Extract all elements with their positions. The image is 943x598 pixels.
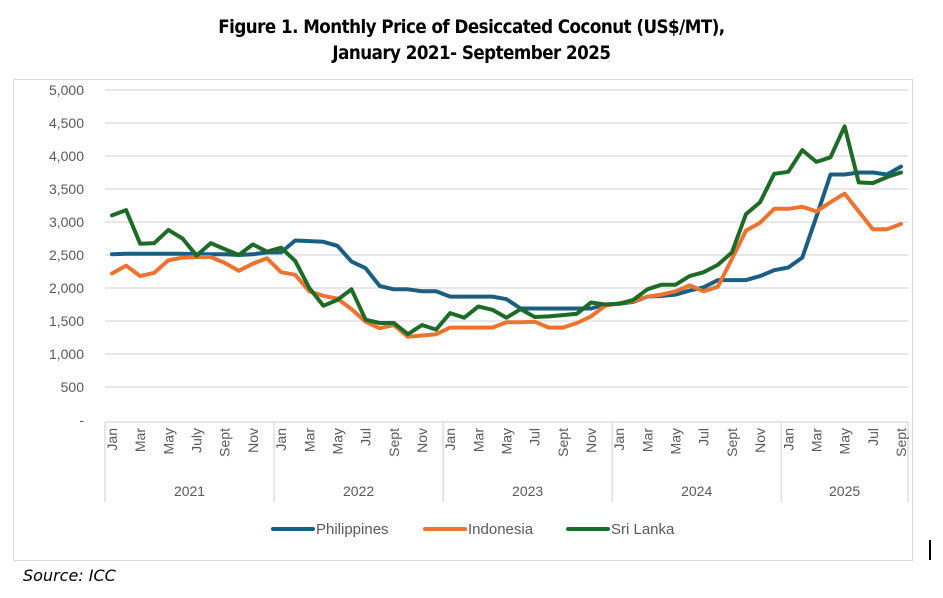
series-lines [110,124,903,339]
x-tick-label: Nov [752,428,768,453]
chart-title-line1: Figure 1. Monthly Price of Desiccated Co… [218,16,725,38]
x-tick-label: Jul [865,428,881,446]
x-tick-label: Jan [780,428,796,451]
legend-label: Philippines [316,521,389,538]
source-note: Source: ICC [23,566,116,585]
y-axis: - 500 1,000 1,500 2,000 2,500 3,000 3,500 4,000 4… [49,82,84,428]
series-line-indonesia [110,191,903,339]
year-label: 2024 [681,483,712,499]
y-tick-label: 5,000 [49,82,84,98]
text-cursor [929,540,931,560]
year-label: 2023 [512,483,543,499]
chart-title-line2: January 2021- September 2025 [332,42,611,64]
x-tick-label: Mar [301,428,317,452]
x-tick-label: Mar [639,428,655,452]
x-tick-label: Jul [527,428,543,446]
legend: Philippines Indonesia Sri Lanka [271,521,675,538]
year-label: 2022 [343,483,374,499]
x-tick-label: Sept [724,428,740,457]
x-tick-label: Sept [386,428,402,457]
y-tick-label: 3,500 [49,181,84,197]
x-axis: Jan Mar May July Sept Nov Jan Mar May Jul Sept Nov J… [104,421,909,502]
year-label: 2021 [174,483,205,499]
x-tick-label: Nov [245,428,261,453]
series-line-philippines [110,164,903,311]
gridlines [105,89,908,388]
x-tick-label: Jan [273,428,289,451]
y-tick-label: 4,000 [49,148,84,164]
y-tick-label: 1,500 [49,313,84,329]
x-tick-label: Nov [414,428,430,453]
x-tick-label: Sept [217,428,233,457]
y-tick-label: 1,000 [49,346,84,362]
x-tick-label: Mar [470,428,486,452]
legend-label: Sri Lanka [611,521,675,538]
x-tick-label: Sept [555,428,571,457]
y-tick-label: 2,000 [49,280,84,296]
x-tick-label: Mar [808,428,824,452]
legend-label: Indonesia [468,521,534,538]
series-line-sri-lanka [110,124,903,337]
x-tick-label: Jan [611,428,627,451]
x-tick-label: Jan [442,428,458,451]
y-tick-label: - [79,412,84,428]
x-tick-label: Sept [893,428,909,457]
x-tick-label: May [499,428,515,454]
x-tick-label: May [160,428,176,454]
x-tick-label: May [329,428,345,454]
x-tick-label: Nov [583,428,599,453]
year-label: 2025 [829,483,860,499]
x-tick-label: May [668,428,684,454]
y-tick-label: 3,000 [49,214,84,230]
x-tick-label: Jul [358,428,374,446]
x-tick-label: Jul [696,428,712,446]
x-tick-label: July [189,428,205,453]
y-tick-label: 500 [61,379,85,395]
x-tick-label: May [837,428,853,454]
x-tick-label: Jan [104,428,120,451]
y-tick-label: 4,500 [49,115,84,131]
chart-title: Figure 1. Monthly Price of Desiccated Co… [57,14,887,66]
chart-frame [13,79,913,561]
y-tick-label: 2,500 [49,247,84,263]
x-tick-label: Mar [132,428,148,452]
